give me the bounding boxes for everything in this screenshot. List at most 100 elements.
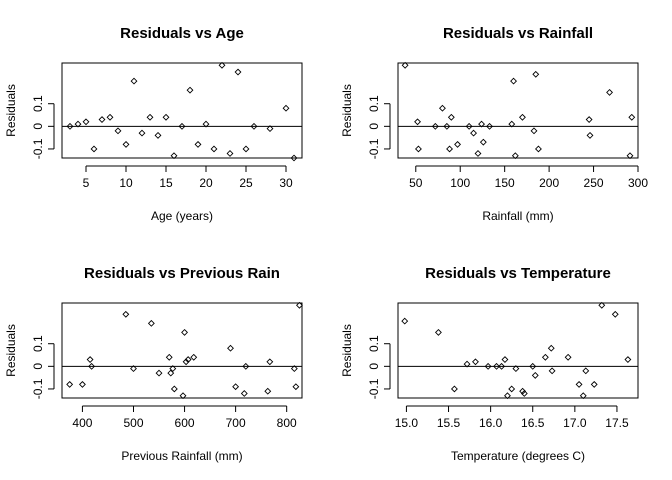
y-tick-label: 0	[367, 363, 381, 370]
x-axis-label: Age (years)	[151, 209, 213, 223]
data-point	[508, 120, 516, 128]
y-axis: -0.1 0 0.1	[367, 95, 391, 159]
data-point	[626, 152, 634, 160]
data-point	[232, 383, 240, 391]
plot-frame	[397, 62, 639, 159]
data-point	[585, 116, 593, 123]
x-tick-label: 16.0	[479, 416, 503, 430]
x-tick-label: 15.5	[437, 416, 461, 430]
plot-frame	[397, 302, 639, 399]
y-axis-label: Residuals	[340, 324, 354, 377]
data-point	[598, 301, 606, 309]
x-tick-label: 150	[495, 176, 515, 190]
data-point	[147, 319, 155, 327]
data-point	[439, 104, 446, 112]
data-point	[130, 365, 137, 373]
x-tick-label: 30	[279, 176, 293, 190]
data-point	[434, 328, 442, 336]
data-point	[478, 120, 485, 128]
data-point	[575, 380, 583, 388]
data-point	[170, 152, 178, 160]
data-points	[401, 61, 636, 160]
data-point	[130, 77, 138, 85]
data-point	[401, 317, 409, 325]
data-point	[606, 88, 613, 96]
data-point	[186, 86, 194, 94]
chart-panel-4: Residuals vs Temperature 15.0 15.5 16.0 16.5…	[340, 265, 639, 463]
data-point	[446, 145, 453, 153]
plot-frame	[61, 62, 303, 159]
data-point	[586, 131, 594, 139]
data-point	[493, 362, 500, 370]
x-axis-label: Previous Rainfall (mm)	[121, 449, 242, 463]
data-point	[122, 140, 130, 148]
data-point	[529, 362, 537, 370]
data-point	[472, 358, 479, 366]
data-point	[501, 356, 509, 363]
data-points	[66, 61, 298, 162]
y-tick-label: 0	[31, 123, 45, 130]
y-axis: -0.1 0 0.1	[31, 95, 55, 159]
data-point	[463, 360, 471, 368]
x-tick-label: 200	[539, 176, 559, 190]
chart-title: Residuals vs Temperature	[425, 265, 611, 282]
chart-panel-2: Residuals vs Rainfall 50 100 150 200 250 300 Ra…	[340, 25, 648, 223]
y-tick-label: -0.1	[367, 138, 381, 159]
data-point	[190, 353, 198, 361]
data-point	[431, 122, 439, 130]
y-tick-label: 0.1	[367, 95, 381, 112]
y-tick-label: -0.1	[31, 378, 45, 399]
data-point	[227, 344, 234, 352]
chart-panel-3: Residuals vs Previous Rain 400 500 600 700 80…	[4, 265, 303, 463]
data-point	[179, 392, 187, 400]
data-point	[541, 353, 549, 361]
x-tick-label: 10	[119, 176, 133, 190]
data-point	[611, 310, 619, 318]
data-point	[296, 301, 303, 309]
data-point	[194, 140, 202, 148]
data-points	[66, 301, 303, 400]
y-tick-label: 0.1	[31, 335, 45, 352]
data-point	[226, 150, 234, 157]
chart-title: Residuals vs Age	[120, 25, 244, 42]
data-point	[535, 145, 542, 153]
data-point	[511, 152, 519, 160]
data-point	[154, 131, 162, 139]
y-axis: -0.1 0 0.1	[367, 335, 391, 399]
data-point	[548, 367, 556, 375]
x-axis: 400 500 600 700 800	[72, 405, 297, 430]
data-point	[162, 113, 170, 121]
data-point	[74, 120, 82, 128]
chart-panel-1: Residuals vs Age 5 10 15 20 25 30 Age (years) -0…	[4, 25, 303, 223]
y-axis-label: Residuals	[340, 84, 354, 137]
x-tick-label: 17.5	[605, 416, 629, 430]
data-point	[242, 362, 250, 370]
data-point	[98, 116, 106, 123]
data-point	[470, 129, 477, 137]
data-point	[234, 68, 242, 76]
data-point	[498, 362, 506, 370]
data-point	[530, 127, 538, 135]
data-point	[181, 328, 188, 336]
data-point	[512, 365, 520, 373]
data-point	[178, 122, 186, 130]
y-tick-label: -0.1	[31, 138, 45, 159]
data-point	[170, 385, 178, 393]
chart-title: Residuals vs Previous Rain	[84, 265, 280, 282]
data-point	[242, 145, 250, 153]
x-tick-label: 100	[450, 176, 470, 190]
chart-title: Residuals vs Rainfall	[443, 25, 593, 42]
y-axis: -0.1 0 0.1	[31, 335, 55, 399]
data-point	[218, 61, 226, 69]
x-axis: 50 100 150 200 250 300	[409, 165, 648, 190]
data-point	[182, 358, 190, 366]
x-tick-label: 50	[409, 176, 423, 190]
x-axis: 5 10 15 20 25 30	[83, 165, 293, 190]
data-point	[510, 77, 517, 85]
x-tick-label: 25	[239, 176, 253, 190]
data-point	[582, 367, 590, 375]
data-point	[450, 385, 458, 393]
data-point	[474, 150, 482, 157]
data-point	[114, 127, 122, 135]
